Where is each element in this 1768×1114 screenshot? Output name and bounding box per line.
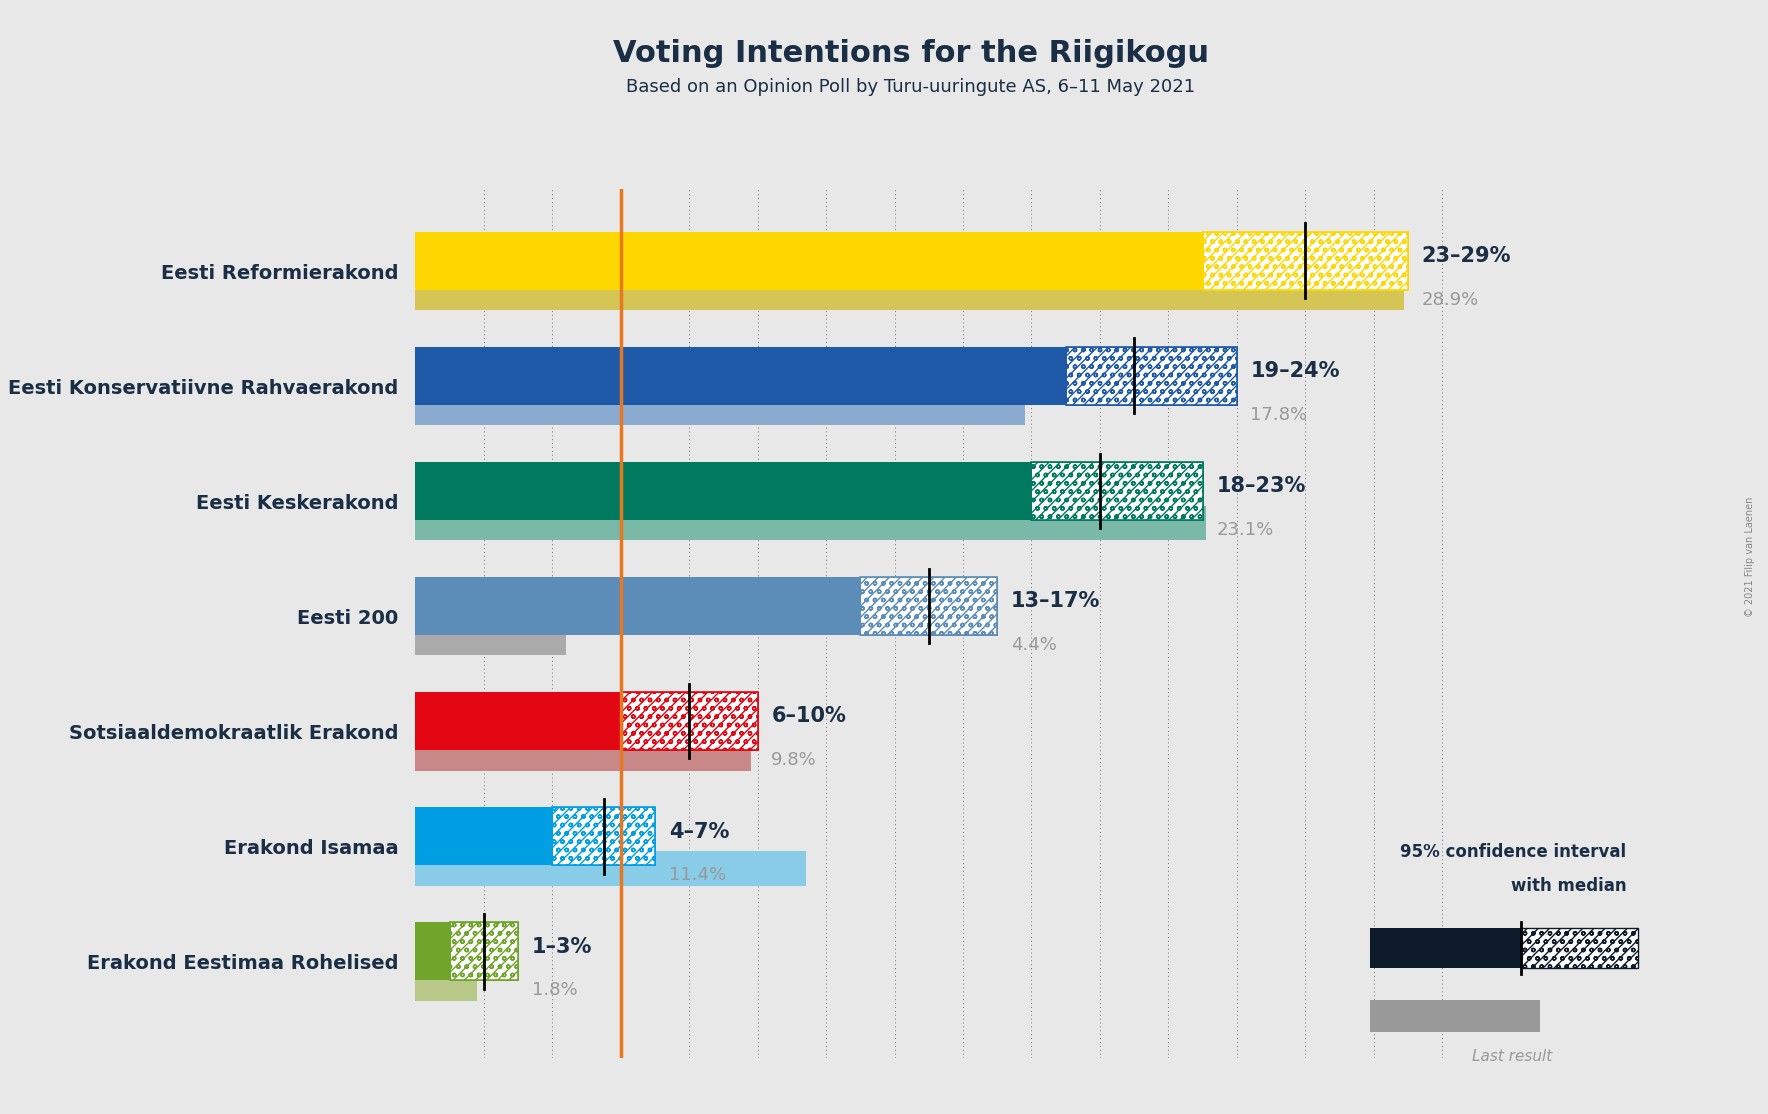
Text: 1.8%: 1.8% [532, 981, 578, 999]
Bar [449, 922, 518, 980]
Text: 19–24%: 19–24% [1250, 361, 1340, 381]
Bar [415, 232, 1202, 290]
Text: 4–7%: 4–7% [668, 822, 728, 841]
Bar [415, 275, 1404, 310]
Bar [552, 808, 654, 864]
Bar [1202, 232, 1407, 290]
Text: 17.8%: 17.8% [1250, 405, 1308, 424]
Text: 1–3%: 1–3% [532, 937, 592, 957]
Text: Voting Intentions for the Riigikogu: Voting Intentions for the Riigikogu [612, 39, 1209, 68]
Bar [1202, 232, 1407, 290]
Bar [1520, 928, 1637, 968]
Bar [415, 966, 477, 1000]
Bar [1066, 348, 1238, 404]
Bar [415, 620, 566, 655]
Bar [621, 692, 758, 750]
Bar [415, 922, 449, 980]
Bar [1066, 348, 1238, 404]
Text: 6–10%: 6–10% [771, 706, 847, 726]
Bar [621, 692, 758, 750]
Bar [1202, 232, 1407, 290]
Bar [552, 808, 654, 864]
Bar [1031, 462, 1202, 520]
Bar [621, 692, 758, 750]
Bar [1370, 928, 1520, 968]
Bar [415, 391, 1025, 426]
Text: 95% confidence interval: 95% confidence interval [1400, 843, 1627, 861]
Bar [415, 462, 1031, 520]
Text: 4.4%: 4.4% [1011, 636, 1057, 654]
Text: Eesti Konservatiivne Rahvaerakond: Eesti Konservatiivne Rahvaerakond [9, 379, 398, 398]
Bar [415, 692, 621, 750]
Bar [449, 922, 518, 980]
Bar [449, 922, 518, 980]
Bar [415, 577, 861, 635]
Bar [415, 736, 751, 771]
Text: Erakond Isamaa: Erakond Isamaa [225, 839, 398, 858]
Bar [1520, 928, 1637, 968]
Bar [861, 577, 997, 635]
Text: 13–17%: 13–17% [1011, 592, 1100, 612]
Text: 9.8%: 9.8% [771, 751, 817, 770]
Text: 11.4%: 11.4% [668, 867, 727, 885]
Text: Eesti 200: Eesti 200 [297, 609, 398, 628]
Bar [1066, 348, 1238, 404]
Text: Last result: Last result [1471, 1048, 1552, 1064]
Bar [1031, 462, 1202, 520]
Text: Erakond Eestimaa Rohelised: Erakond Eestimaa Rohelised [87, 955, 398, 974]
Bar [1520, 928, 1637, 968]
Bar [552, 808, 654, 864]
Bar [1031, 462, 1202, 520]
Text: 23.1%: 23.1% [1216, 521, 1273, 539]
Text: © 2021 Filip van Laenen: © 2021 Filip van Laenen [1745, 497, 1756, 617]
Text: Sotsiaaldemokraatlik Erakond: Sotsiaaldemokraatlik Erakond [69, 724, 398, 743]
Bar [1370, 1000, 1540, 1032]
Text: with median: with median [1512, 877, 1627, 895]
Bar [415, 506, 1206, 540]
Text: Eesti Keskerakond: Eesti Keskerakond [196, 494, 398, 512]
Text: Based on an Opinion Poll by Turu-uuringute AS, 6–11 May 2021: Based on an Opinion Poll by Turu-uuringu… [626, 78, 1195, 96]
Bar [861, 577, 997, 635]
Bar [415, 851, 806, 886]
Bar [861, 577, 997, 635]
Text: 18–23%: 18–23% [1216, 477, 1305, 497]
Bar [415, 348, 1066, 404]
Text: 23–29%: 23–29% [1421, 246, 1512, 266]
Text: 28.9%: 28.9% [1421, 291, 1478, 309]
Bar [415, 808, 552, 864]
Text: Eesti Reformierakond: Eesti Reformierakond [161, 264, 398, 283]
